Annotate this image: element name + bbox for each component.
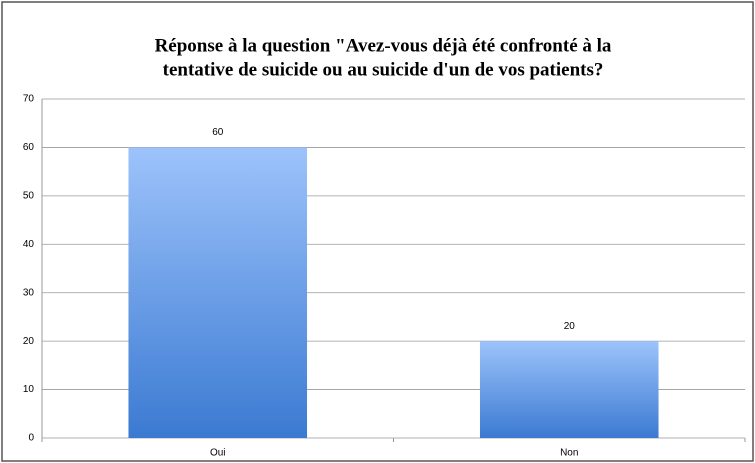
y-tick-label: 0 [28, 433, 34, 444]
y-tick-label: 30 [23, 287, 35, 298]
y-tick-label: 40 [23, 239, 35, 250]
x-tick-label: Oui [210, 448, 226, 459]
value-label: 20 [564, 321, 576, 332]
y-tick-label: 60 [23, 142, 35, 153]
chart-title: Réponse à la question "Avez-vous déjà ét… [155, 35, 612, 56]
bar [128, 147, 308, 438]
chart-title: tentative de suicide ou au suicide d'un … [163, 59, 604, 80]
value-label: 60 [212, 127, 224, 138]
y-tick-label: 20 [23, 336, 35, 347]
y-tick-label: 50 [23, 190, 35, 201]
bar [479, 341, 659, 438]
y-tick-label: 70 [23, 94, 35, 105]
x-tick-label: Non [560, 448, 578, 459]
y-tick-label: 10 [23, 384, 35, 395]
